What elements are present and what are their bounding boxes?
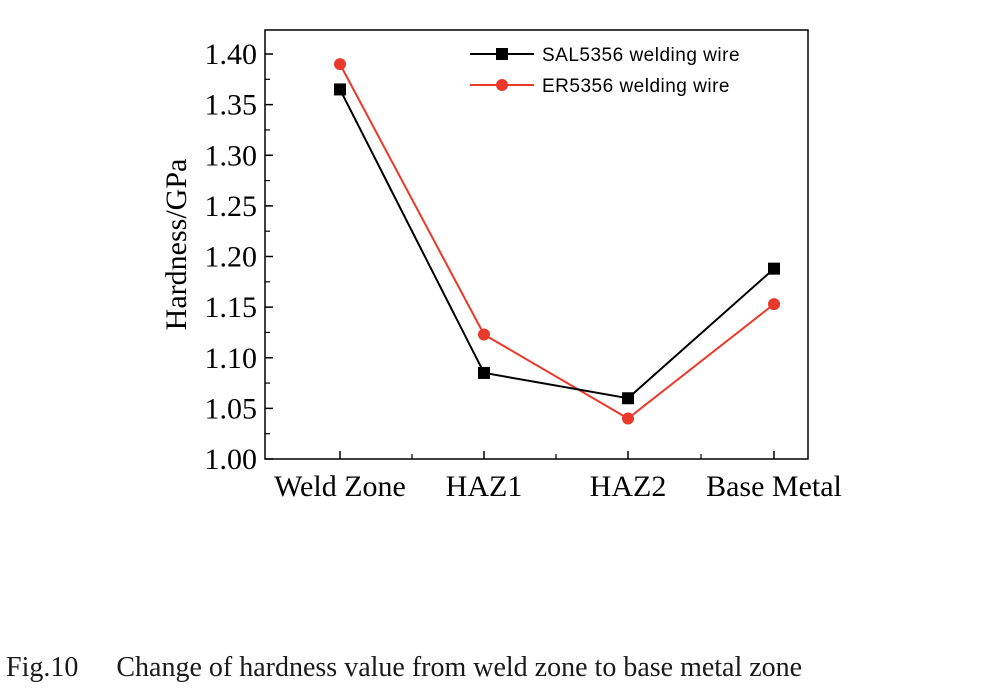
legend-marker-circle: [496, 79, 508, 91]
x-axis-ticks: Weld Zone HAZ1 HAZ2 Base Metal: [274, 451, 842, 503]
y-tick-label: 1.00: [205, 443, 258, 476]
figure-number: Fig.10: [6, 652, 79, 683]
hardness-chart: 1.00 1.05 1.10 1.15 1.20 1.25 1.30 1.35 1.40 Wel…: [160, 29, 842, 503]
legend-label: ER5356 welding wire: [542, 76, 730, 97]
x-tick-label: HAZ1: [446, 470, 523, 503]
caption-text: Change of hardness value from weld zone …: [116, 652, 803, 683]
legend-marker-square: [496, 48, 508, 60]
x-tick-label: Base Metal: [706, 470, 842, 503]
y-tick-label: 1.35: [205, 89, 258, 122]
series-line: [339, 88, 775, 400]
y-tick-label: 1.20: [205, 241, 258, 274]
series-line: [339, 63, 775, 420]
y-tick-label: 1.10: [205, 342, 258, 375]
data-point-circle: [478, 328, 490, 341]
data-point-circle: [334, 58, 346, 71]
data-point-circle: [622, 412, 634, 425]
y-tick-label: 1.25: [205, 190, 258, 223]
series-layer: [334, 58, 780, 425]
data-point-square: [622, 392, 634, 405]
data-point-square: [478, 366, 490, 379]
y-tick-label: 1.30: [205, 139, 258, 172]
y-axis-ticks: 1.00 1.05 1.10 1.15 1.20 1.25 1.30 1.35 1.40: [205, 38, 273, 476]
legend-label: SAL5356 welding wire: [542, 45, 740, 66]
y-tick-label: 1.15: [205, 291, 258, 324]
legend: SAL5356 welding wire ER5356 welding wire: [470, 45, 740, 97]
data-point-circle: [768, 298, 780, 311]
plot-frame: [264, 29, 809, 460]
data-point-square: [768, 262, 780, 275]
data-point-square: [334, 83, 346, 96]
y-axis-label: Hardness/GPa: [160, 159, 193, 331]
x-tick-label: Weld Zone: [274, 470, 406, 503]
x-tick-label: HAZ2: [590, 470, 667, 503]
y-tick-label: 1.05: [205, 392, 258, 425]
figure-caption: Fig.10 Change of hardness value from weld…: [6, 652, 802, 684]
y-tick-label: 1.40: [205, 38, 258, 71]
